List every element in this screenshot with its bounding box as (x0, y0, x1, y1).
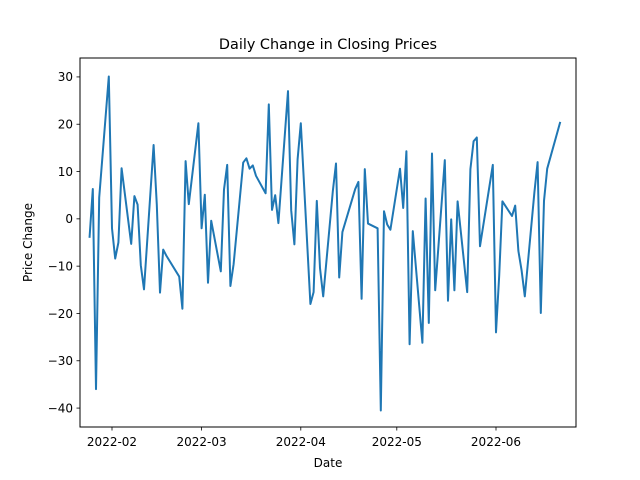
y-tick-label: −10 (48, 259, 73, 273)
x-tick-label: 2022-03 (177, 435, 227, 449)
y-tick-label: −20 (48, 307, 73, 321)
series-layer (88, 75, 562, 412)
plot-frame (79, 57, 577, 428)
y-axis-label: Price Change (21, 203, 35, 282)
x-tick-label: 2022-05 (372, 435, 422, 449)
x-tick-label: 2022-06 (471, 435, 521, 449)
y-tick-label: 20 (58, 118, 73, 132)
y-tick-label: −40 (48, 401, 73, 415)
y-tick-label: 0 (65, 212, 73, 226)
series-line (88, 75, 562, 412)
x-axis-ticks: 2022-02 2022-03 2022-04 2022-05 2022-06 (87, 427, 521, 449)
x-tick-label: 2022-04 (276, 435, 326, 449)
y-tick-label: 30 (58, 70, 73, 84)
y-axis-ticks: −40 −30 −20 −10 0 10 20 30 (48, 70, 80, 415)
chart-title: Daily Change in Closing Prices (219, 37, 437, 53)
x-tick-label: 2022-02 (87, 435, 137, 449)
y-tick-label: −30 (48, 354, 73, 368)
x-axis-label: Date (314, 456, 343, 470)
y-tick-label: 10 (58, 165, 73, 179)
